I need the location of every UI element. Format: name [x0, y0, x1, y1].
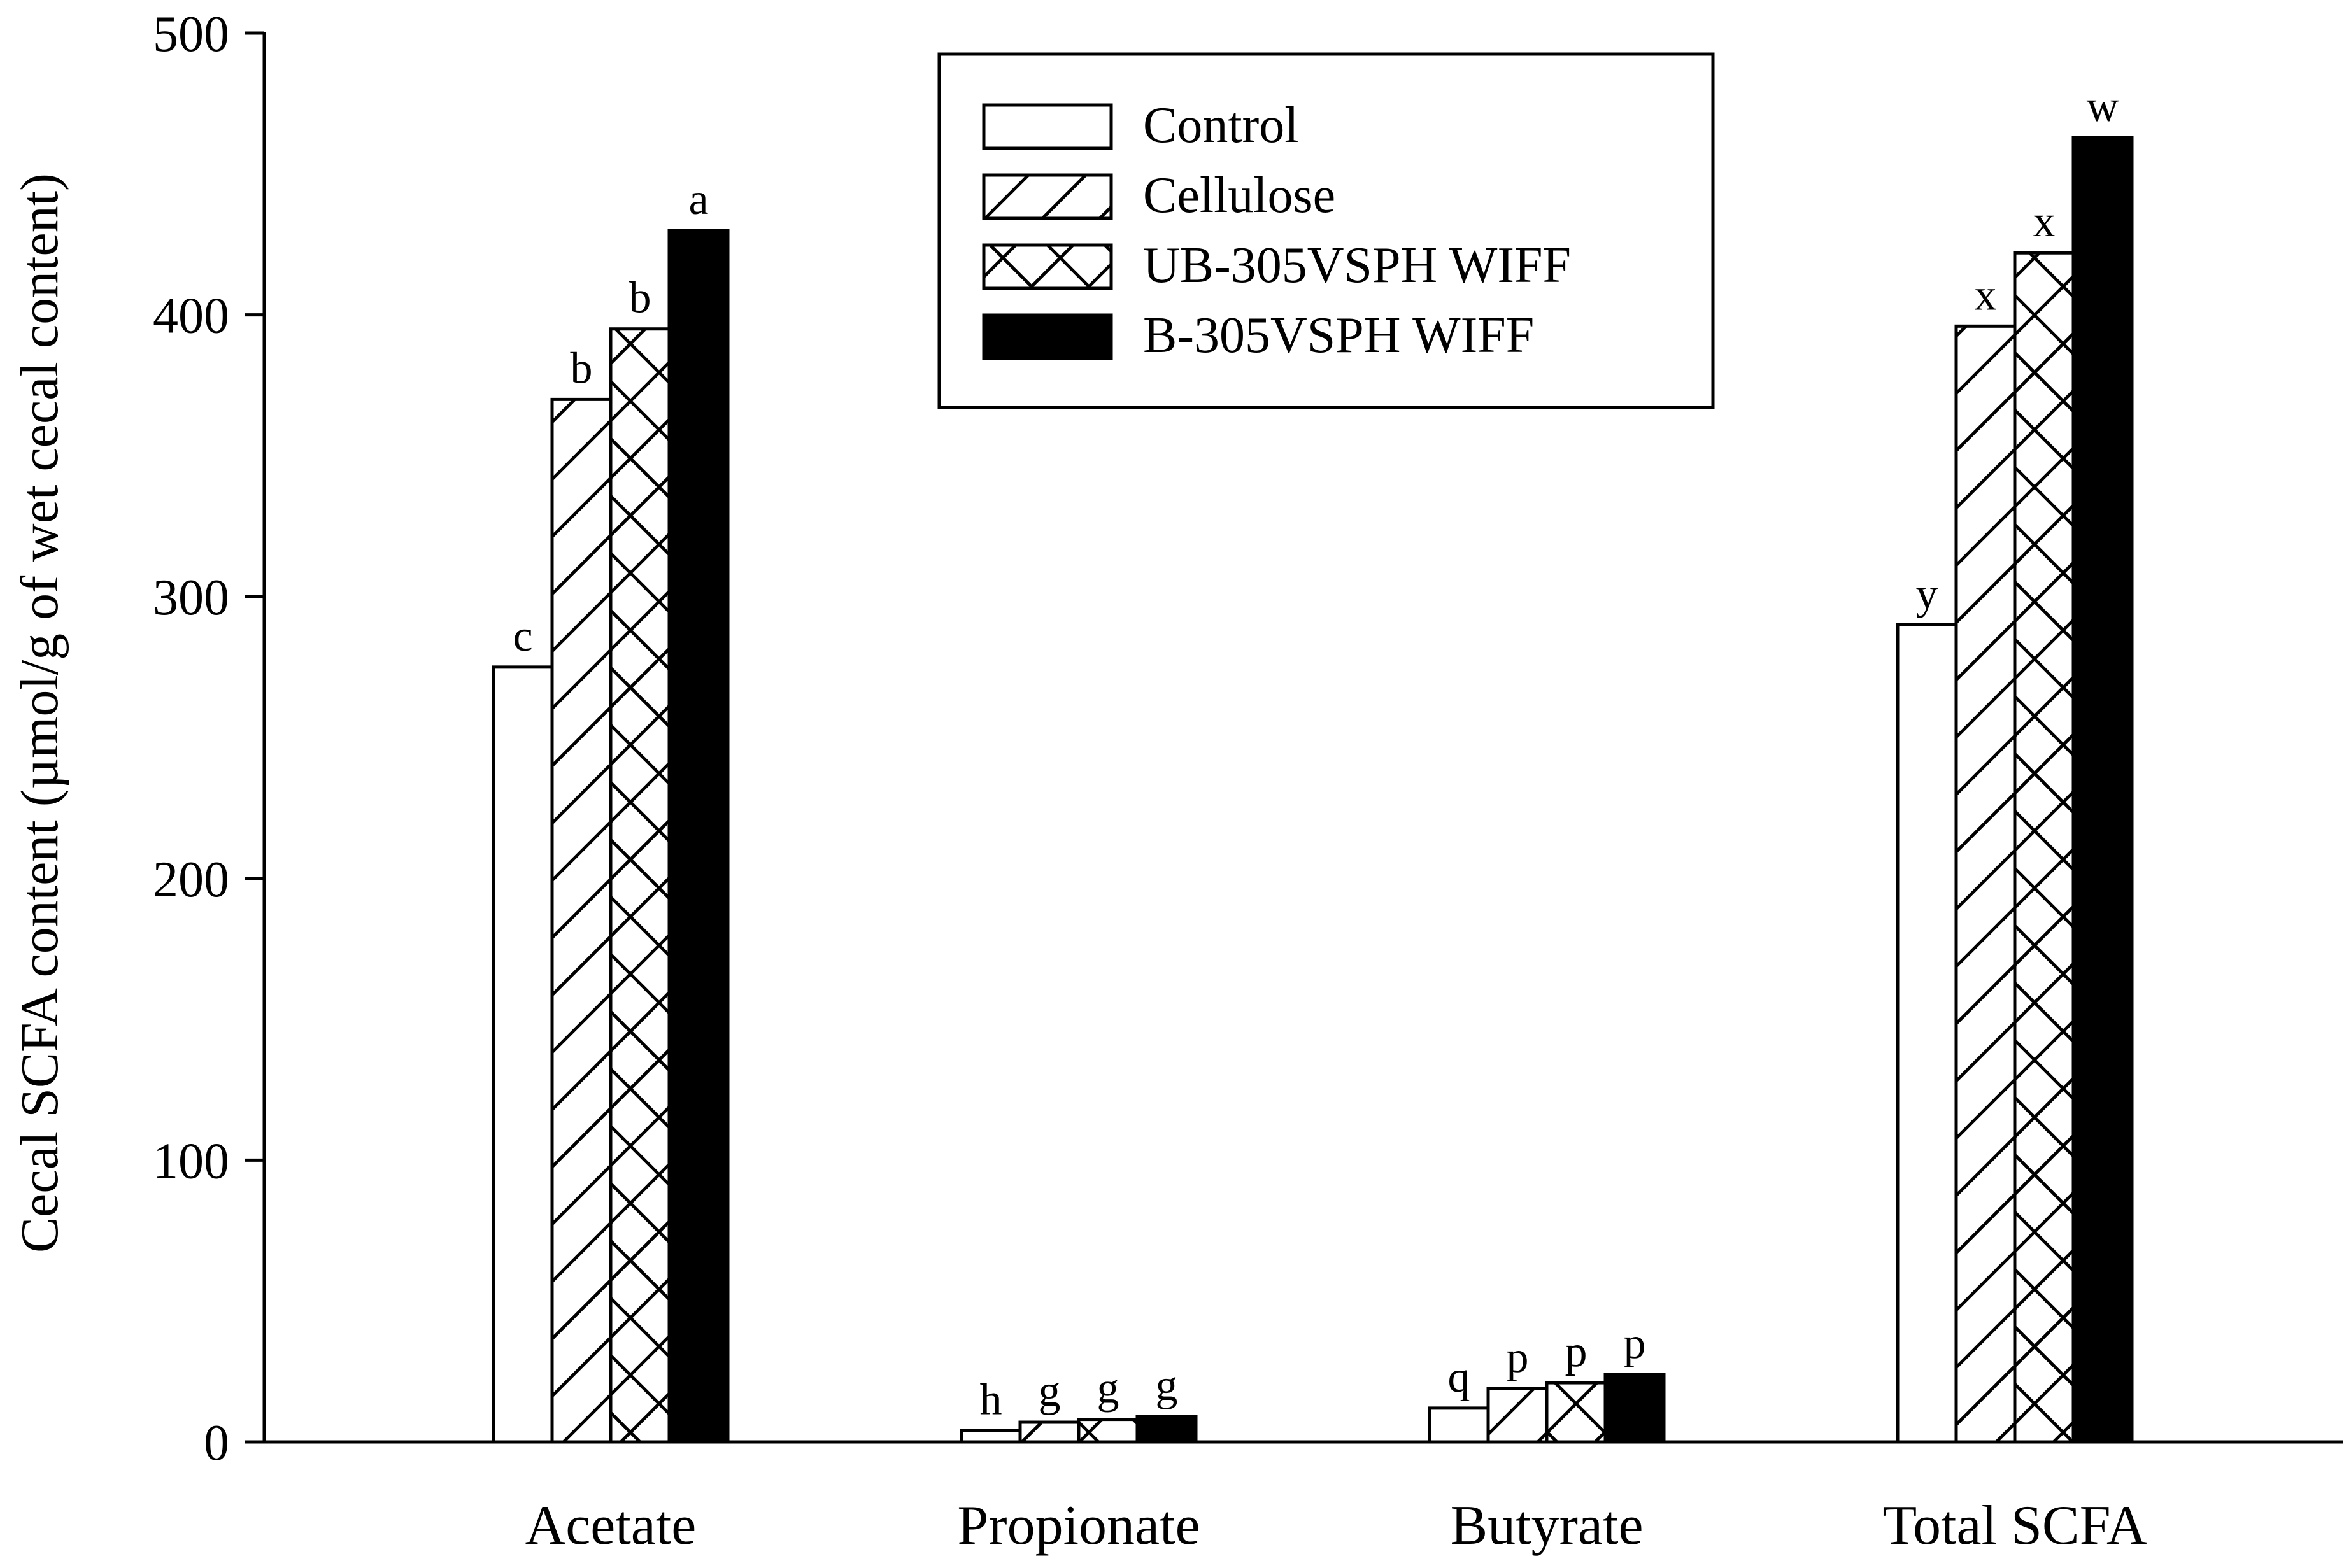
- bar: [609, 327, 671, 1444]
- bar: [1603, 1373, 1666, 1444]
- significance-label: w: [2087, 82, 2119, 131]
- significance-label: p: [1565, 1327, 1587, 1376]
- bar: [1018, 1420, 1081, 1444]
- bar: [1077, 1418, 1139, 1444]
- bar: [667, 229, 730, 1444]
- bar: [960, 1429, 1022, 1444]
- legend-swatch: [982, 173, 1113, 220]
- significance-label: x: [2033, 197, 2056, 246]
- legend-swatch: [982, 243, 1113, 290]
- significance-label: a: [688, 175, 708, 224]
- significance-label: b: [629, 274, 651, 323]
- legend: Control Cellulose UB-305VSPH WIFF B-305VSPH…: [937, 52, 1715, 409]
- y-tick-label: 100: [153, 1133, 229, 1189]
- bar: [1954, 324, 2017, 1444]
- legend-label: Cellulose: [1143, 167, 1335, 223]
- significance-label: g: [1156, 1361, 1178, 1410]
- significance-label: g: [1097, 1364, 1119, 1413]
- category-label: Propionate: [957, 1495, 1200, 1557]
- legend-label: B-305VSPH WIFF: [1143, 307, 1534, 364]
- bar: [2071, 136, 2134, 1444]
- bar: [1135, 1415, 1198, 1444]
- significance-label: b: [571, 344, 593, 393]
- category-label: Acetate: [525, 1495, 697, 1557]
- significance-label: c: [513, 612, 532, 661]
- y-tick-label: 200: [153, 852, 229, 908]
- bar: [1428, 1406, 1490, 1444]
- significance-label: p: [1624, 1319, 1646, 1368]
- significance-label: x: [1975, 271, 1997, 320]
- bar: [1545, 1381, 1607, 1444]
- legend-label: Control: [1143, 97, 1298, 153]
- y-axis-title: Cecal SCFA content (µmol/g of wet cecal …: [10, 173, 69, 1253]
- bar: [550, 397, 613, 1444]
- significance-label: q: [1448, 1353, 1470, 1402]
- significance-label: p: [1507, 1333, 1529, 1382]
- bar: [492, 665, 554, 1444]
- y-tick-label: 400: [153, 288, 229, 344]
- legend-label: UB-305VSPH WIFF: [1143, 237, 1571, 293]
- bar: [1486, 1387, 1549, 1444]
- bar: [2013, 251, 2075, 1444]
- legend-swatch: [982, 103, 1113, 150]
- significance-label: g: [1039, 1367, 1061, 1416]
- significance-label: h: [980, 1375, 1002, 1424]
- bar: [1896, 623, 1958, 1444]
- y-tick-label: 0: [204, 1415, 229, 1471]
- category-label: Total SCFA: [1882, 1495, 2147, 1557]
- y-axis-ticks: 0 100 200 300 400 500: [153, 6, 264, 1471]
- significance-label: y: [1916, 569, 1938, 618]
- y-tick-label: 500: [153, 6, 229, 62]
- category-label: Butyrate: [1450, 1495, 1643, 1557]
- legend-items: Control Cellulose UB-305VSPH WIFF B-305VSPH…: [982, 97, 1571, 364]
- y-tick-label: 300: [153, 570, 229, 626]
- bars: [492, 136, 2134, 1444]
- legend-swatch: [982, 313, 1113, 360]
- category-labels: Acetate Propionate Butyrate Total SCFA: [525, 1495, 2147, 1557]
